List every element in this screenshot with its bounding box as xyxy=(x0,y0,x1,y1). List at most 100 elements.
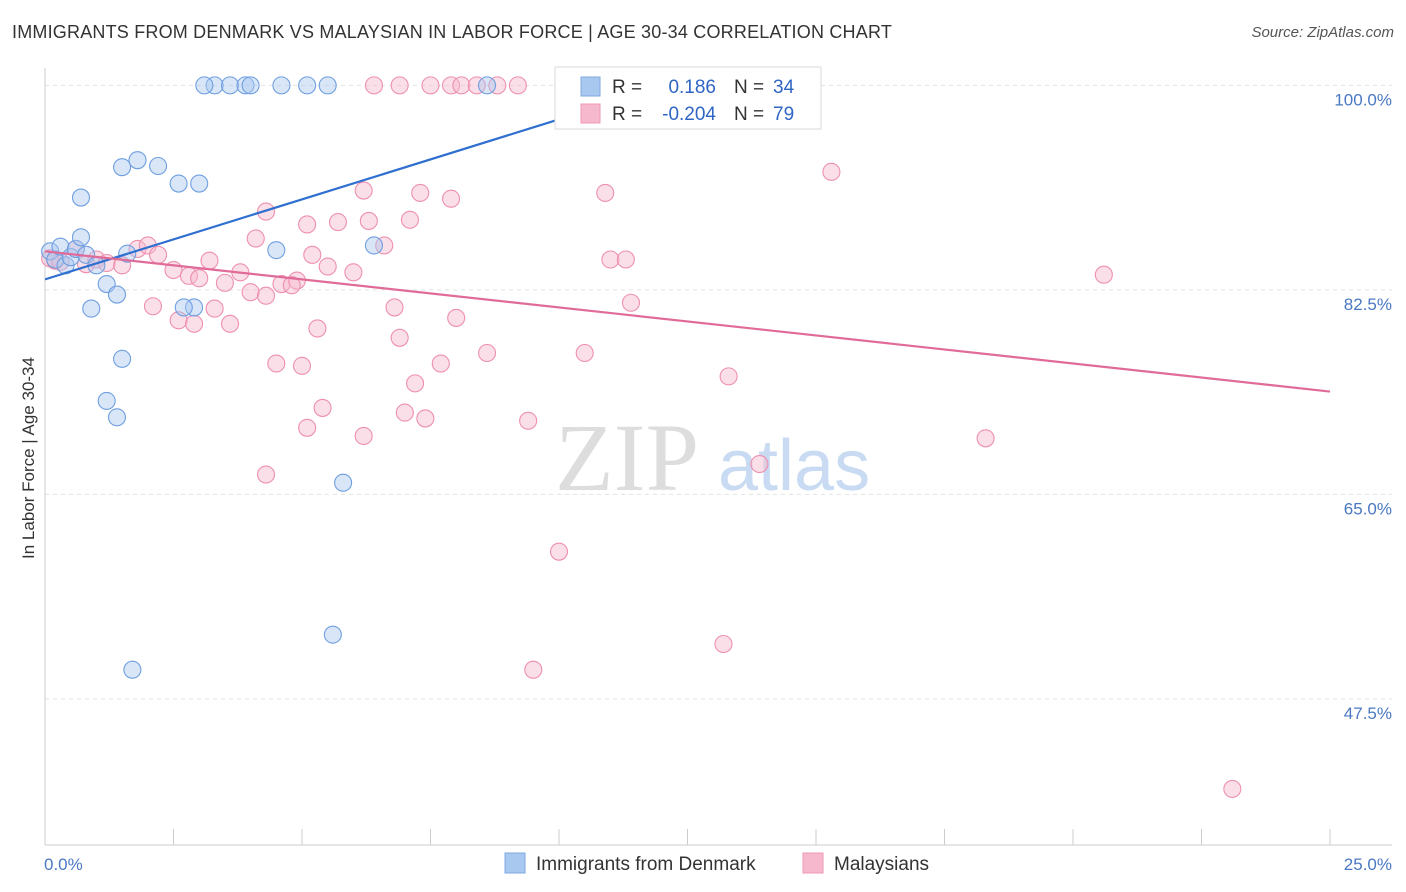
malaysians-point-53 xyxy=(390,76,409,95)
malaysians-point-33 xyxy=(205,299,224,318)
denmark-point-13 xyxy=(128,151,147,170)
malaysians-point-43 xyxy=(256,465,276,484)
malaysians-point-39 xyxy=(298,215,317,234)
malaysians-point-40 xyxy=(308,319,327,338)
denmark-point-22 xyxy=(205,76,224,95)
malaysians-point-61 xyxy=(596,183,615,202)
malaysians-point-14 xyxy=(200,251,219,270)
malaysians-point-57 xyxy=(467,76,486,95)
bottom-legend-swatch-denmark xyxy=(504,852,526,874)
legend-r-label-2: R = xyxy=(612,104,642,125)
malaysians-point-46 xyxy=(390,328,409,347)
malaysians-point-72 xyxy=(519,411,538,430)
y-tick-label-3: 47.5% xyxy=(1344,704,1392,723)
malaysians-point-34 xyxy=(220,314,240,333)
malaysians-point-13 xyxy=(190,269,209,288)
malaysians-point-18 xyxy=(256,286,276,305)
malaysians-point-44 xyxy=(354,426,373,446)
legend-n-value-1: 34 xyxy=(773,77,795,98)
malaysians-point-41 xyxy=(313,398,332,417)
malaysians-point-25 xyxy=(359,211,378,230)
denmark-point-26 xyxy=(272,76,291,95)
denmark-point-11 xyxy=(82,299,101,318)
malaysians-point-21 xyxy=(303,245,322,264)
malaysians-point-70 xyxy=(1094,265,1113,284)
denmark-point-35 xyxy=(364,236,384,255)
malaysians-point-74 xyxy=(524,660,543,679)
bottom-legend-label-malaysians: Malaysians xyxy=(834,854,929,875)
malaysians-point-32 xyxy=(185,314,204,333)
denmark-point-29 xyxy=(477,76,497,95)
legend-swatch-malaysians xyxy=(580,103,601,124)
malaysians-point-22 xyxy=(318,257,337,276)
malaysians-point-49 xyxy=(442,189,461,208)
malaysians-point-28 xyxy=(400,210,419,229)
x-tick-label-max: 25.0% xyxy=(1344,855,1392,874)
denmark-trend-line xyxy=(44,113,575,281)
malaysians-point-29 xyxy=(411,183,430,202)
denmark-point-20 xyxy=(107,408,127,427)
bottom-legend-swatch-malaysians xyxy=(802,852,824,874)
malaysians-trend-line xyxy=(44,250,1331,393)
malaysians-point-47 xyxy=(431,354,450,373)
denmark-point-36 xyxy=(174,298,193,317)
denmark-point-33 xyxy=(123,660,142,679)
malaysians-point-35 xyxy=(246,229,265,248)
malaysians-point-10 xyxy=(149,245,168,264)
bottom-legend-label-denmark: Immigrants from Denmark xyxy=(536,854,756,875)
malaysians-point-55 xyxy=(442,76,461,95)
legend-r-value-1: 0.186 xyxy=(668,77,716,98)
legend-n-label-1: N = xyxy=(734,77,764,98)
malaysians-point-50 xyxy=(477,343,497,363)
denmark-point-6 xyxy=(71,228,91,247)
watermark-atlas: atlas xyxy=(718,426,870,506)
denmark-point-16 xyxy=(169,174,188,193)
malaysians-point-27 xyxy=(385,298,404,317)
legend-n-label-2: N = xyxy=(734,104,764,125)
malaysians-point-63 xyxy=(621,293,641,312)
legend-swatch-denmark xyxy=(580,76,601,97)
malaysians-point-75 xyxy=(714,634,733,654)
malaysians-point-54 xyxy=(421,76,440,95)
malaysians-point-30 xyxy=(143,297,162,316)
legend-r-label-1: R = xyxy=(612,77,642,98)
malaysians-point-71 xyxy=(1223,779,1242,798)
malaysians-point-15 xyxy=(215,273,234,292)
malaysians-point-60 xyxy=(575,343,594,363)
malaysians-point-62 xyxy=(601,250,620,269)
denmark-point-24 xyxy=(236,76,255,95)
chart-title: IMMIGRANTS FROM DENMARK VS MALAYSIAN IN … xyxy=(12,22,893,42)
malaysians-point-66 xyxy=(719,367,738,386)
y-tick-label-0: 100.0% xyxy=(1334,90,1392,109)
watermark-zip: ZIP xyxy=(555,404,699,511)
y-tick-label-2: 65.0% xyxy=(1344,499,1392,518)
malaysians-point-38 xyxy=(282,276,301,295)
denmark-point-34 xyxy=(267,241,286,260)
y-tick-label-1: 82.5% xyxy=(1344,295,1392,314)
malaysians-point-26 xyxy=(375,236,394,255)
denmark-point-19 xyxy=(97,391,116,410)
y-axis-label: In Labor Force | Age 30-34 xyxy=(19,357,38,559)
x-tick-label-min: 0.0% xyxy=(44,855,83,874)
grid-lines xyxy=(45,84,1392,700)
malaysians-point-68 xyxy=(822,162,841,181)
malaysians-point-45 xyxy=(406,374,425,393)
malaysians-point-17 xyxy=(241,283,260,302)
malaysians-point-58 xyxy=(508,76,527,95)
legend-box: R = 0.186 N = 34 R = -0.204 N = 79 xyxy=(554,66,822,130)
malaysians-point-56 xyxy=(452,76,471,95)
malaysians-point-65 xyxy=(616,250,635,269)
denmark-point-23 xyxy=(220,76,240,95)
malaysians-point-52 xyxy=(364,76,384,95)
trend-lines xyxy=(44,113,1331,393)
malaysians-point-23 xyxy=(328,213,348,232)
malaysians-point-51 xyxy=(488,76,507,95)
denmark-point-30 xyxy=(195,76,214,95)
denmark-point-32 xyxy=(323,625,342,644)
denmark-point-12 xyxy=(113,158,132,177)
y-tick-labels: 100.0% 82.5% 65.0% 47.5% xyxy=(1334,90,1392,723)
denmark-point-28 xyxy=(318,76,337,95)
legend-n-value-2: 79 xyxy=(773,104,794,125)
malaysians-point-78 xyxy=(292,356,312,375)
